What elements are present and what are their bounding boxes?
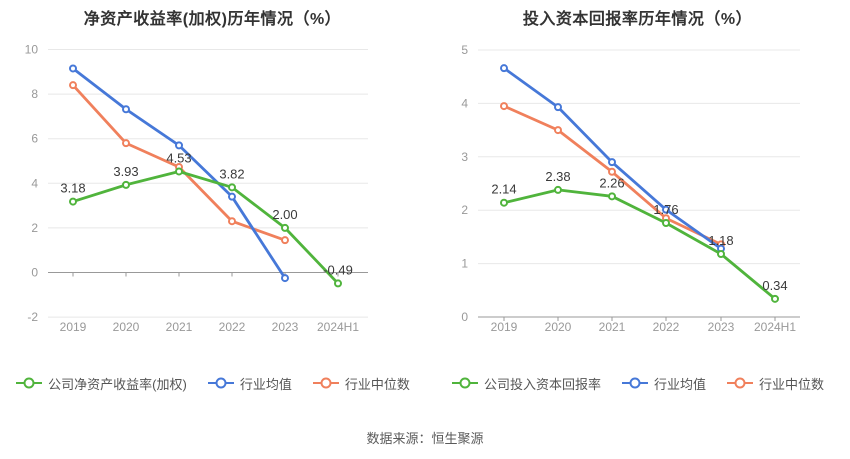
x-tick-label: 2022 — [219, 320, 246, 334]
data-point-marker — [554, 103, 562, 112]
x-tick-label: 2020 — [545, 320, 572, 334]
data-point-label: 2.14 — [491, 182, 516, 197]
data-point-label: 3.82 — [219, 166, 244, 181]
x-tick-label: 2021 — [599, 320, 626, 334]
data-point-label: 0.34 — [762, 278, 787, 293]
y-tick-label: 10 — [25, 43, 39, 57]
y-tick-label: 4 — [461, 96, 468, 110]
data-point-label: 2.26 — [599, 175, 624, 190]
x-tick-label: 2024H1 — [754, 320, 796, 334]
y-tick-label: 0 — [31, 266, 38, 280]
data-point-label: 1.18 — [708, 233, 733, 248]
series-line — [71, 170, 340, 285]
data-point-label: 4.53 — [166, 150, 191, 165]
data-point-marker — [281, 223, 289, 232]
data-point-label: 2.38 — [545, 169, 570, 184]
data-point-label: 1.76 — [653, 202, 678, 217]
data-point-marker — [771, 294, 779, 303]
data-point-marker — [500, 64, 508, 73]
legend-label: 行业中位数 — [344, 376, 410, 392]
data-point-marker — [228, 192, 236, 201]
legend-item-industry-avg[interactable]: 行业均值 — [621, 374, 706, 393]
data-point-marker — [554, 185, 562, 194]
roe-plot-svg: -2 0 2 4 6 8 10 2019 2020 2021 2022 2023 2024H1 3.18 3… — [25, 43, 368, 334]
legend-line-marker-icon — [727, 377, 753, 389]
roe-chart: 净资产收益率(加权)历年情况（%） -2 0 2 4 6 8 10 2019 2020 2021 2… — [0, 0, 425, 394]
y-tick-label: 1 — [461, 257, 468, 271]
data-point-marker — [122, 139, 130, 148]
legend-item-industry-median[interactable]: 行业中位数 — [312, 374, 410, 393]
data-point-marker — [500, 198, 508, 207]
data-point-marker — [228, 217, 236, 226]
roic-plot-svg: 0 1 2 3 4 5 2019 2020 2021 2022 2023 2024H1 2.14 2.38… — [461, 43, 800, 334]
data-point-marker — [662, 205, 670, 214]
roic-legend: 公司投入资本回报率 行业均值 行业中位数 — [425, 372, 850, 394]
y-tick-label: -2 — [27, 310, 38, 324]
data-point-marker — [175, 141, 183, 150]
data-point-label: 3.93 — [113, 164, 138, 179]
y-tick-label: 0 — [461, 310, 468, 324]
data-point-marker — [608, 158, 616, 167]
data-point-marker — [228, 183, 236, 192]
data-point-marker — [122, 180, 130, 189]
legend-line-marker-icon — [312, 377, 339, 389]
y-tick-label: 3 — [461, 150, 468, 164]
legend-item-company[interactable]: 公司投入资本回报率 — [451, 374, 601, 393]
series-line — [502, 188, 777, 301]
data-point-marker — [717, 249, 725, 258]
roe-legend: 公司净资产收益率(加权) 行业均值 行业中位数 — [0, 372, 425, 394]
legend-line-marker-icon — [621, 377, 648, 389]
x-tick-label: 2021 — [166, 320, 193, 334]
x-tick-label: 2019 — [60, 320, 87, 334]
y-tick-label: 4 — [31, 176, 38, 190]
y-tick-label: 5 — [461, 43, 468, 57]
data-point-label: -0.49 — [323, 262, 353, 277]
legend-label: 行业均值 — [239, 376, 292, 392]
data-point-marker — [69, 197, 77, 206]
x-tick-label: 2020 — [113, 320, 140, 334]
data-point-marker — [608, 192, 616, 201]
data-point-marker — [69, 81, 77, 90]
x-tick-label: 2023 — [708, 320, 735, 334]
legend-label: 行业中位数 — [759, 376, 825, 392]
data-point-marker — [500, 102, 508, 111]
roic-chart-title: 投入资本回报率历年情况（%） — [522, 11, 753, 28]
y-tick-label: 6 — [31, 132, 38, 146]
y-tick-label: 2 — [31, 221, 38, 235]
data-point-marker — [334, 279, 342, 288]
data-point-marker — [69, 64, 77, 73]
data-point-marker — [608, 167, 616, 176]
data-point-label: 2.00 — [272, 207, 297, 222]
legend-line-marker-icon — [16, 377, 43, 389]
data-point-marker — [662, 219, 670, 228]
legend-item-company[interactable]: 公司净资产收益率(加权) — [15, 374, 187, 393]
x-tick-label: 2019 — [491, 320, 518, 334]
y-tick-label: 8 — [31, 87, 38, 101]
legend-line-marker-icon — [451, 377, 478, 389]
legend-label: 行业均值 — [653, 376, 706, 392]
data-point-marker — [175, 167, 183, 176]
roe-plot: -2 0 2 4 6 8 10 2019 2020 2021 2022 2023 2024H1 3.18 3… — [0, 32, 425, 340]
x-tick-label: 2022 — [653, 320, 680, 334]
data-source-note: 数据来源：恒生聚源 — [366, 431, 484, 446]
data-point-marker — [554, 126, 562, 135]
y-tick-label: 2 — [461, 203, 468, 217]
x-tick-label: 2024H1 — [317, 320, 359, 334]
charts-row: 净资产收益率(加权)历年情况（%） -2 0 2 4 6 8 10 2019 2020 2021 2… — [0, 0, 850, 394]
legend-label: 公司投入资本回报率 — [483, 376, 601, 392]
x-tick-label: 2023 — [272, 320, 299, 334]
legend-item-industry-median[interactable]: 行业中位数 — [726, 374, 824, 393]
roe-chart-title: 净资产收益率(加权)历年情况（%） — [83, 11, 342, 28]
data-point-marker — [122, 105, 130, 114]
data-point-label: 3.18 — [60, 181, 85, 196]
legend-line-marker-icon — [207, 377, 234, 389]
data-point-marker — [281, 236, 289, 245]
roic-plot: 0 1 2 3 4 5 2019 2020 2021 2022 2023 2024H1 2.14 2.38… — [425, 32, 850, 340]
roic-chart: 投入资本回报率历年情况（%） 0 1 2 3 4 5 2019 2020 2021 2022 202… — [425, 0, 850, 394]
legend-item-industry-avg[interactable]: 行业均值 — [207, 374, 292, 393]
legend-label: 公司净资产收益率(加权) — [48, 376, 187, 392]
data-point-marker — [281, 274, 289, 283]
